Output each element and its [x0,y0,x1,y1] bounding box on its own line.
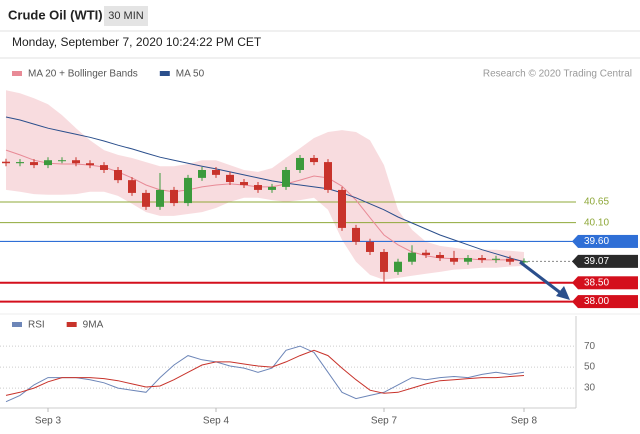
timeframe: 30 MIN [108,10,144,22]
candle-body [282,169,290,187]
level-pointer [572,254,578,268]
candle-body [506,258,514,262]
candle-body [170,189,178,204]
candle-body [310,157,318,163]
candle-body [352,227,360,242]
x-tick-label: Sep 3 [35,416,62,427]
candle-body [58,160,66,162]
forecast-arrow [519,260,563,296]
candle-body [366,241,374,252]
candle-body [492,258,500,260]
candle-body [72,160,80,164]
level-box [578,254,638,268]
candle-body [100,165,108,170]
legend-swatch [12,71,22,76]
rsi-line [5,345,525,403]
candle-body [128,180,136,193]
candle-body [254,185,262,190]
candle-body [450,257,458,262]
candle-body [86,163,94,166]
candle-body [478,257,486,260]
candle-body [198,169,206,178]
candle-body [212,169,220,175]
candle-body [464,257,472,262]
level-label: 40.65 [584,197,609,208]
timeframe-box [104,6,148,26]
title: Crude Oil (WTI) [8,7,103,22]
candle-body [268,186,276,190]
candle-body [142,192,150,207]
x-tick-label: Sep 7 [371,416,398,427]
candle-body [2,161,10,164]
level-box [578,276,638,290]
level-box [578,295,638,309]
candle-body [156,189,164,207]
forecast-arrowhead [556,286,570,300]
legend-label: RSI [28,320,45,331]
candle-body [422,252,430,255]
legend-swatch [159,71,170,76]
timestamp: Monday, September 7, 2020 10:24:22 PM CE… [12,35,262,49]
candle-body [226,174,234,183]
legend-label: MA 50 [176,69,205,80]
candle-body [394,261,402,272]
level-pointer [572,276,578,290]
source: Research © 2020 Trading Central [483,69,632,80]
x-tick-label: Sep 4 [203,416,230,427]
level-label: 38.50 [584,277,609,288]
rsi-line [5,349,525,396]
candle-body [324,162,332,190]
candle-body [338,189,346,228]
candle-body [16,162,24,164]
y-tick-label: 70 [584,341,596,352]
candle-body [44,160,52,166]
x-tick-label: Sep 8 [511,416,538,427]
ma-line [5,116,525,263]
bollinger-band [6,90,524,280]
level-label: 39.60 [584,236,609,247]
plot: MA 20 + Bollinger Bands MA 50 40.65 40.10 39… [0,69,638,427]
candle-body [408,252,416,262]
candle-body [380,251,388,272]
legend-label: 9MA [83,320,104,331]
legend-swatch [66,322,77,327]
y-tick-label: 30 [584,383,596,394]
candle-body [184,177,192,204]
candle-body [240,182,248,186]
legend-swatch [12,322,22,327]
level-label: 39.07 [584,256,609,267]
level-pointer [572,295,578,309]
candle-body [436,254,444,258]
y-tick-label: 50 [584,362,596,373]
level-pointer [572,234,578,248]
candle-body [520,261,528,263]
candle-body [114,169,122,181]
candle-body [296,157,304,170]
level-label: 38.00 [584,296,609,307]
level-label: 40.10 [584,217,609,228]
level-box [578,234,638,248]
candle-body [30,162,38,166]
legend-label: MA 20 + Bollinger Bands [28,69,138,80]
